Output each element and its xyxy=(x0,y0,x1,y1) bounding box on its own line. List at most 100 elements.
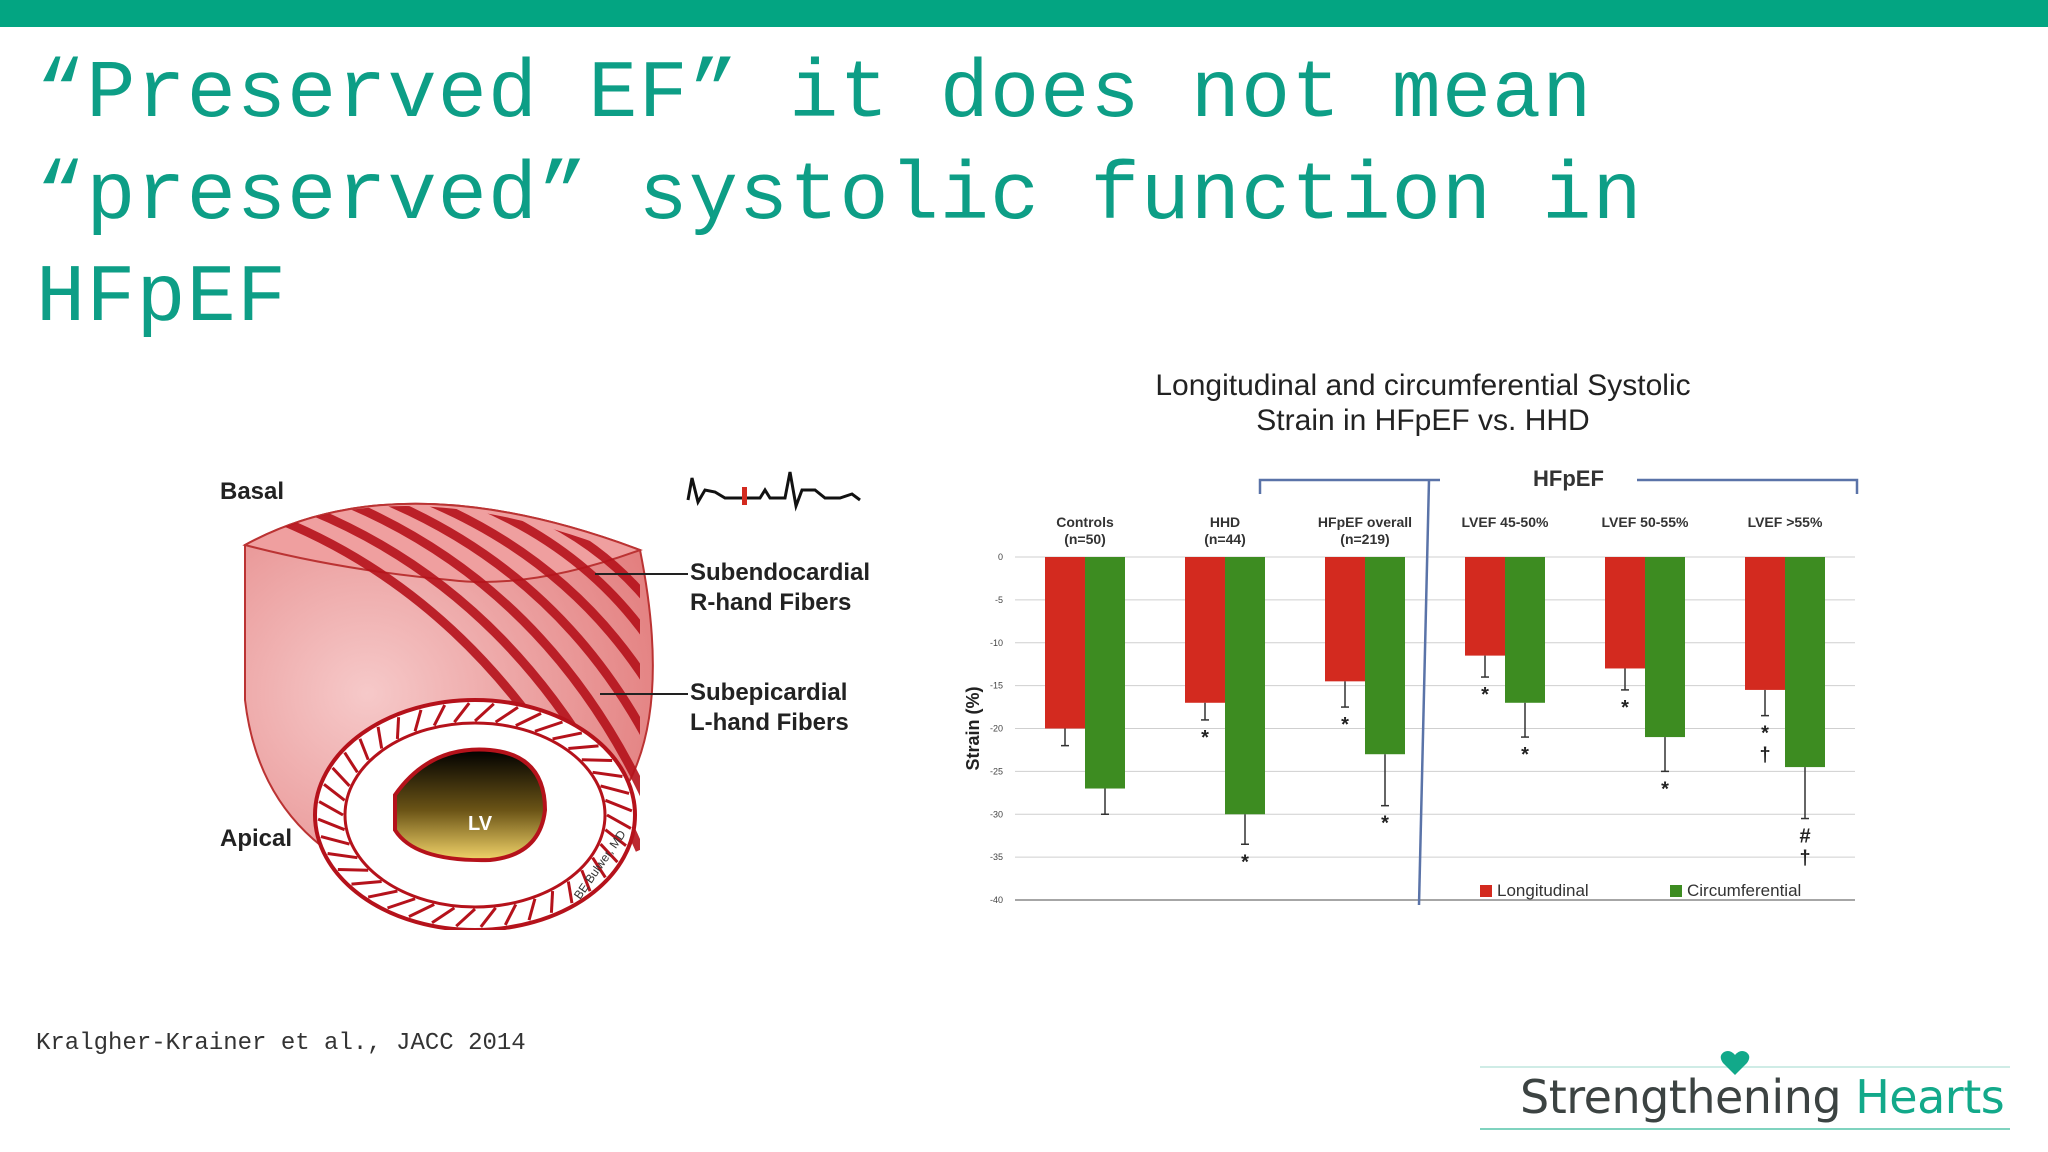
ring-fiber-tick xyxy=(432,704,447,727)
title-line-1: “Preserved EF” it does not mean xyxy=(36,48,1593,141)
ring-fiber-tick xyxy=(580,869,592,892)
ring-fiber-tick xyxy=(600,784,630,795)
y-tick-label: -10 xyxy=(990,638,1003,648)
ring-fiber-tick xyxy=(566,881,574,904)
y-tick-label: -20 xyxy=(990,724,1003,734)
ring-fiber-tick xyxy=(473,702,495,723)
title-line-2: “preserved” systolic function in xyxy=(36,150,1643,243)
bar-longitudinal xyxy=(1745,557,1785,690)
ecg-trace-icon xyxy=(686,471,861,512)
y-axis-label: Strain (%) xyxy=(963,686,983,770)
group-bracket-left xyxy=(1258,478,1440,494)
logo-bottom-line xyxy=(1480,1128,2010,1130)
category-label-line1: LVEF 50-55% xyxy=(1602,514,1689,530)
ring-fiber-tick xyxy=(413,709,423,732)
ring-fiber-tick xyxy=(453,702,471,724)
ecg-marker-icon xyxy=(742,487,747,505)
ring-fiber-tick xyxy=(351,879,382,886)
group-divider xyxy=(1417,479,1431,906)
slide-title: “Preserved EF” it does not mean “preserv… xyxy=(36,44,1736,350)
ring-fiber-tick xyxy=(479,906,497,928)
ring-fiber-tick xyxy=(515,712,542,727)
chart-plot-area: 0 -5 -10 -15 -20 -25 -30 -35 -40 Strain (%) Contro… xyxy=(963,466,1859,906)
ring-fiber-tick xyxy=(606,813,632,830)
significance-marker: * xyxy=(1201,727,1209,749)
bar-circumferential xyxy=(1505,557,1545,703)
ring-fiber-tick xyxy=(358,738,370,761)
logo-text: Strengthening Hearts xyxy=(1520,1070,2005,1124)
group-bracket-right xyxy=(1637,478,1859,494)
ring-fiber-tick xyxy=(408,903,435,918)
ring-fiber-tick xyxy=(568,744,599,751)
ring-fiber-tick xyxy=(592,770,623,778)
brand-logo: Strengthening Hearts xyxy=(1480,1050,2010,1140)
category-label-line2: (n=219) xyxy=(1340,531,1389,547)
basal-label: Basal xyxy=(220,478,284,505)
bar-circumferential xyxy=(1645,557,1685,738)
ring-fiber-tick xyxy=(395,717,401,740)
strain-chart: Longitudinal and circumferential Systoli… xyxy=(963,369,1859,906)
ring-fiber-tick xyxy=(549,890,555,913)
bar-circumferential xyxy=(1785,557,1825,768)
ring-fiber-tick xyxy=(534,720,563,733)
logo-word-1: Strengthening xyxy=(1520,1070,1842,1124)
heart-fiber-diagram: LV Basal Apical Subendocardial R-hand Fi… xyxy=(220,471,870,930)
ring-fiber-tick xyxy=(527,898,537,921)
significance-marker: * xyxy=(1481,684,1489,706)
bar-circumferential xyxy=(1225,557,1265,815)
category-label-line1: Controls xyxy=(1056,514,1114,530)
subepi-label-line1: Subepicardial xyxy=(690,679,847,706)
significance-marker: # xyxy=(1799,826,1810,848)
ring-fiber-tick xyxy=(494,706,519,724)
legend-swatch-longitudinal xyxy=(1480,885,1492,897)
citation: Kralgher-Krainer et al., JACC 2014 xyxy=(36,1030,526,1057)
ring-fiber-tick xyxy=(591,856,607,879)
apical-label: Apical xyxy=(220,825,292,852)
ring-fiber-tick xyxy=(317,817,346,832)
ring-fiber-tick xyxy=(552,731,583,741)
category-label-line1: LVEF >55% xyxy=(1748,514,1823,530)
category-label-line1: HHD xyxy=(1210,514,1240,530)
bar-longitudinal xyxy=(1045,557,1085,729)
bar-longitudinal xyxy=(1605,557,1645,669)
ring-fiber-tick xyxy=(581,758,613,762)
subepi-label-line2: L-hand Fibers xyxy=(690,709,849,736)
ring-fiber-tick xyxy=(387,897,416,910)
bar-longitudinal xyxy=(1465,557,1505,656)
title-line-3: HFpEF xyxy=(36,252,288,345)
ring-fiber-tick xyxy=(599,843,619,864)
y-tick-label: -25 xyxy=(990,766,1003,776)
ring-fiber-tick xyxy=(318,800,344,817)
ring-fiber-tick xyxy=(604,798,633,813)
ring-fiber-tick xyxy=(376,726,384,749)
heart-icon xyxy=(1720,1051,1750,1075)
category-label-line2: (n=44) xyxy=(1204,531,1246,547)
bar-longitudinal xyxy=(1185,557,1225,703)
significance-marker: * xyxy=(1241,851,1249,873)
y-tick-label: -5 xyxy=(995,595,1003,605)
category-label-line1: HFpEF overall xyxy=(1318,514,1412,530)
ring-fiber-tick xyxy=(320,835,350,846)
legend-swatch-circumferential xyxy=(1670,885,1682,897)
top-accent-bar xyxy=(0,0,2048,27)
y-tick-label: -40 xyxy=(990,895,1003,905)
logo-word-2: Hearts xyxy=(1855,1070,2005,1124)
significance-marker: * xyxy=(1381,813,1389,835)
ring-fiber-tick xyxy=(604,828,627,847)
y-tick-label: 0 xyxy=(998,552,1003,562)
significance-marker: † xyxy=(1759,745,1770,767)
y-tick-label: -35 xyxy=(990,852,1003,862)
bar-circumferential xyxy=(1365,557,1405,755)
chart-title-line2: Strain in HFpEF vs. HHD xyxy=(1256,404,1589,437)
ring-fiber-tick xyxy=(431,906,456,924)
apical-ring-mid xyxy=(343,721,607,909)
ring-fiber-tick xyxy=(367,889,398,899)
legend-label-circumferential: Circumferential xyxy=(1687,881,1801,900)
legend-label-longitudinal: Longitudinal xyxy=(1497,881,1589,900)
significance-marker: † xyxy=(1799,848,1810,870)
subendo-label-line2: R-hand Fibers xyxy=(690,589,851,616)
logo-top-line xyxy=(1480,1066,2010,1068)
significance-marker: * xyxy=(1761,723,1769,745)
ring-fiber-tick xyxy=(323,783,346,802)
y-tick-label: -15 xyxy=(990,681,1003,691)
